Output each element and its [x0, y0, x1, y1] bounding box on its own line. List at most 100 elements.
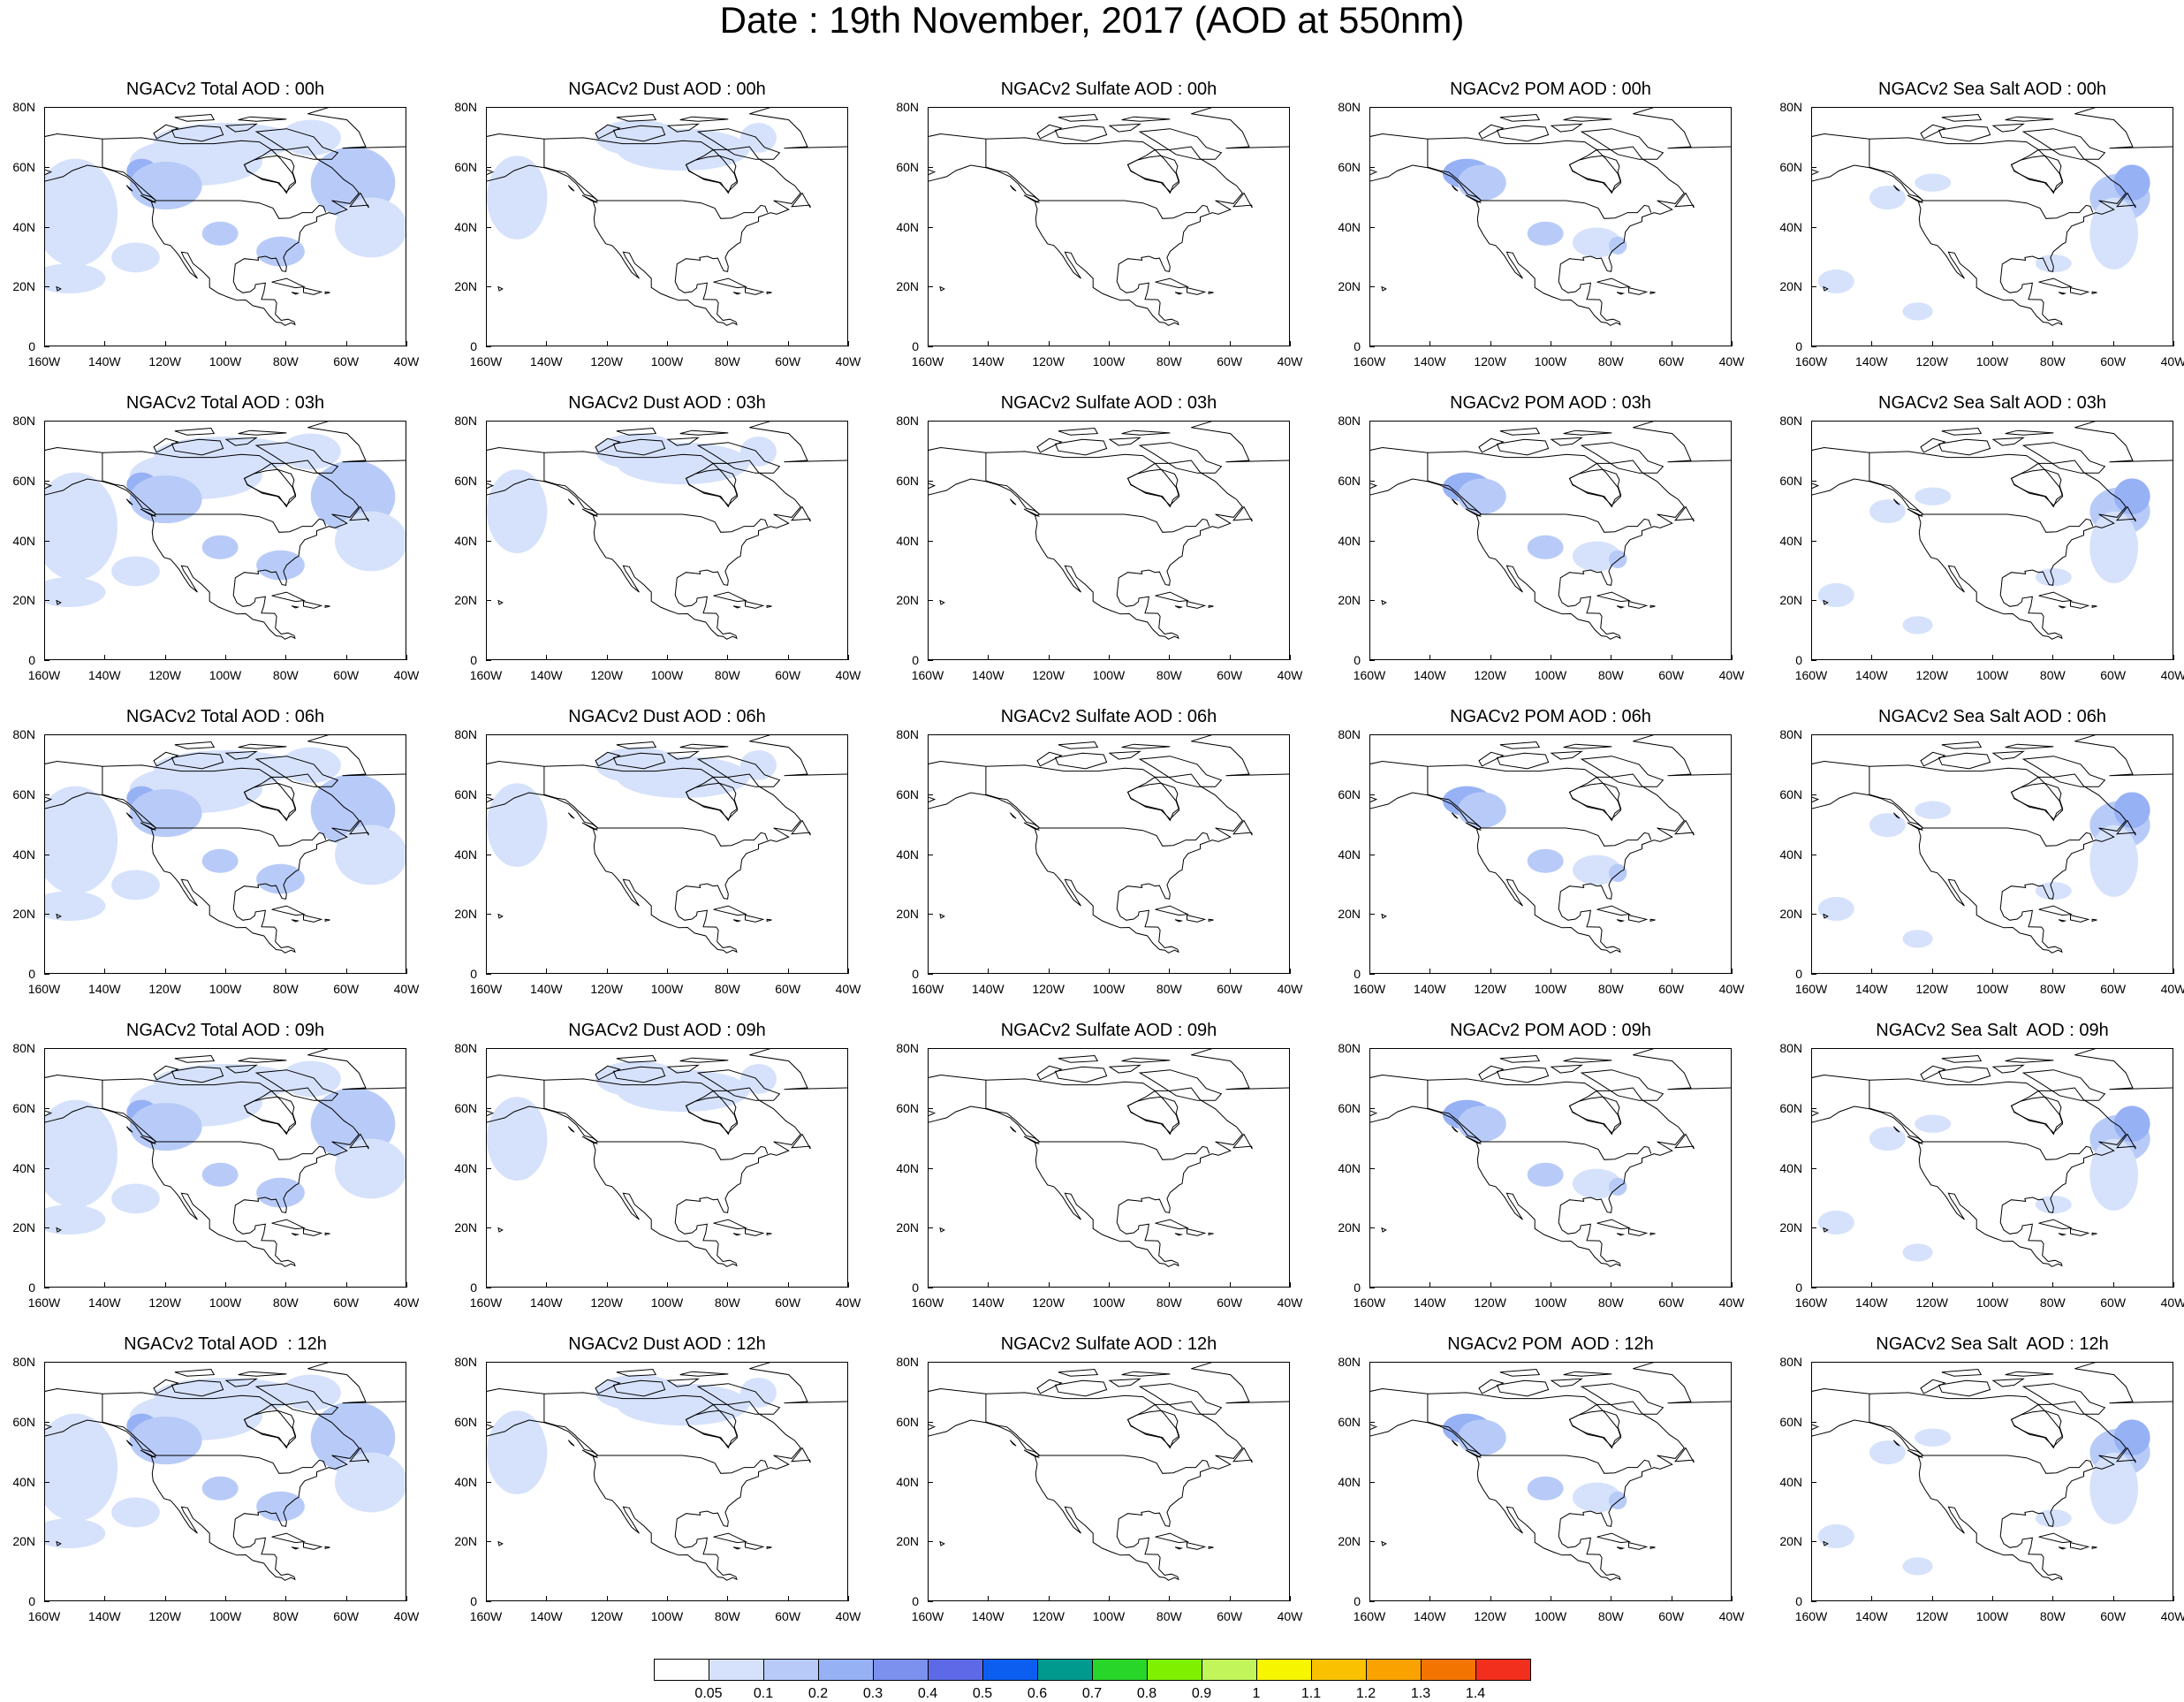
lon-tick-label: 60W	[333, 982, 360, 996]
island-coastline	[2074, 1363, 2173, 1404]
map-panel-total-3: NGACv2 Total AOD : 09h 80N 60N 40N 20N 0 160W 1…	[3, 1019, 444, 1333]
aod-shading	[335, 511, 406, 572]
island-coastline	[174, 1368, 216, 1377]
lat-tick-label: 20N	[12, 1534, 35, 1549]
lon-tick-label: 80W	[714, 354, 740, 369]
island-coastline	[595, 1379, 621, 1394]
country-border	[985, 452, 1210, 533]
island-coastline	[1596, 1219, 1631, 1230]
lat-tick	[44, 421, 49, 422]
map-svg	[1812, 1049, 2173, 1267]
lon-tick-label: 60W	[775, 1295, 801, 1310]
island-coastline	[1054, 438, 1108, 456]
lon-tick	[345, 655, 347, 660]
aod-shading	[280, 747, 341, 784]
map-panel-pom-0: NGACv2 POM AOD : 00h 80N 60N 40N 20N 0 160W 140…	[1328, 78, 1770, 392]
lat-tick	[928, 226, 933, 228]
lat-tick-label: 80N	[1338, 100, 1361, 114]
aod-shading	[45, 158, 118, 267]
lon-tick	[1811, 655, 1812, 660]
lat-tick	[1811, 734, 1816, 735]
hudson-bay-coastline	[243, 782, 297, 822]
coastline	[487, 1387, 801, 1581]
lon-tick	[1732, 969, 1733, 974]
lat-tick-label: 0	[1354, 1594, 1361, 1608]
lat-tick-label: 80N	[1779, 1041, 1802, 1055]
lat-tick	[486, 1048, 491, 1049]
panel-title: NGACv2 Sea Salt AOD : 12h	[1876, 1334, 2109, 1354]
island-coastline	[291, 292, 300, 295]
lat-tick-label: 20N	[1338, 1534, 1361, 1549]
lon-tick-label: 120W	[590, 354, 623, 369]
lat-tick	[1811, 1481, 1816, 1483]
lat-tick	[1369, 1048, 1375, 1049]
aod-shading	[280, 1060, 341, 1098]
lat-tick-label: 60N	[896, 1100, 919, 1115]
island-coastline	[307, 422, 406, 463]
lat-tick	[1811, 1107, 1816, 1109]
lon-tick	[667, 1596, 668, 1601]
coastline	[1370, 133, 1685, 326]
island-coastline	[1907, 1136, 1923, 1144]
island-coastline	[1108, 437, 1141, 446]
island-coastline	[153, 1379, 179, 1394]
lat-tick	[486, 1481, 491, 1483]
lat-tick-label: 60N	[12, 1414, 35, 1429]
island-coastline	[2058, 292, 2067, 295]
lat-tick	[486, 1601, 491, 1602]
lon-tick-label: 160W	[27, 668, 61, 682]
island-coastline	[2091, 918, 2097, 923]
country-border	[1427, 1394, 1652, 1474]
country-border	[1427, 1080, 1652, 1160]
island-coastline	[679, 429, 729, 436]
lat-tick	[486, 107, 491, 108]
lon-tick	[345, 969, 347, 974]
lon-tick	[1871, 341, 1873, 346]
island-coastline	[567, 185, 575, 192]
lon-tick-label: 160W	[1353, 982, 1386, 996]
island-coastline	[349, 1133, 369, 1150]
island-coastline	[1208, 1546, 1214, 1550]
map-panel-sulfate-4: NGACv2 Sulfate AOD : 12h 80N 60N 40N 20N 0 160…	[886, 1333, 1328, 1647]
island-coastline	[324, 604, 330, 609]
lon-tick	[1290, 1282, 1291, 1288]
colorbar-swatch	[1366, 1659, 1422, 1681]
lon-tick-label: 60W	[2100, 982, 2127, 996]
lat-tick-label: 0	[1795, 653, 1802, 667]
island-coastline	[1649, 918, 1656, 923]
lon-tick	[848, 969, 849, 974]
map-panel-total-2: NGACv2 Total AOD : 06h 80N 60N 40N 20N 0 160W 1…	[3, 705, 444, 1020]
lat-tick	[928, 734, 933, 735]
lon-tick	[2052, 969, 2054, 974]
lon-tick	[1490, 1282, 1491, 1288]
lon-tick	[1811, 969, 1812, 974]
lon-tick-label: 40W	[393, 1609, 420, 1623]
lat-tick-label: 80N	[896, 727, 919, 741]
island-coastline	[2021, 128, 2106, 160]
lon-tick-label: 60W	[1217, 354, 1243, 369]
island-coastline	[732, 605, 742, 609]
map-panel-dust-2: NGACv2 Dust AOD : 06h 80N 60N 40N 20N 0 160W 14…	[444, 705, 886, 1020]
lon-tick	[606, 1596, 608, 1601]
lon-tick-label: 100W	[650, 354, 684, 369]
island-coastline	[224, 1064, 258, 1074]
hudson-bay-coastline	[2010, 155, 2064, 194]
lat-tick	[44, 1541, 49, 1543]
aod-shading	[1915, 1114, 1952, 1133]
lat-tick-label: 0	[1795, 339, 1802, 353]
lon-tick	[2052, 655, 2054, 660]
island-coastline	[1823, 285, 1829, 292]
lon-tick	[988, 1596, 990, 1601]
lat-tick-label: 20N	[1338, 1220, 1361, 1235]
island-coastline	[1616, 919, 1626, 923]
island-coastline	[1499, 1054, 1541, 1063]
lon-tick-label: 140W	[530, 1609, 563, 1623]
aod-shading	[154, 122, 299, 159]
island-coastline	[1023, 1449, 1040, 1458]
map-area	[1369, 421, 1732, 660]
lat-tick	[44, 734, 49, 735]
lon-tick-label: 40W	[393, 982, 420, 996]
aod-shading	[45, 472, 118, 581]
lat-tick-label: 40N	[1779, 533, 1802, 548]
island-coastline	[1596, 905, 1631, 916]
